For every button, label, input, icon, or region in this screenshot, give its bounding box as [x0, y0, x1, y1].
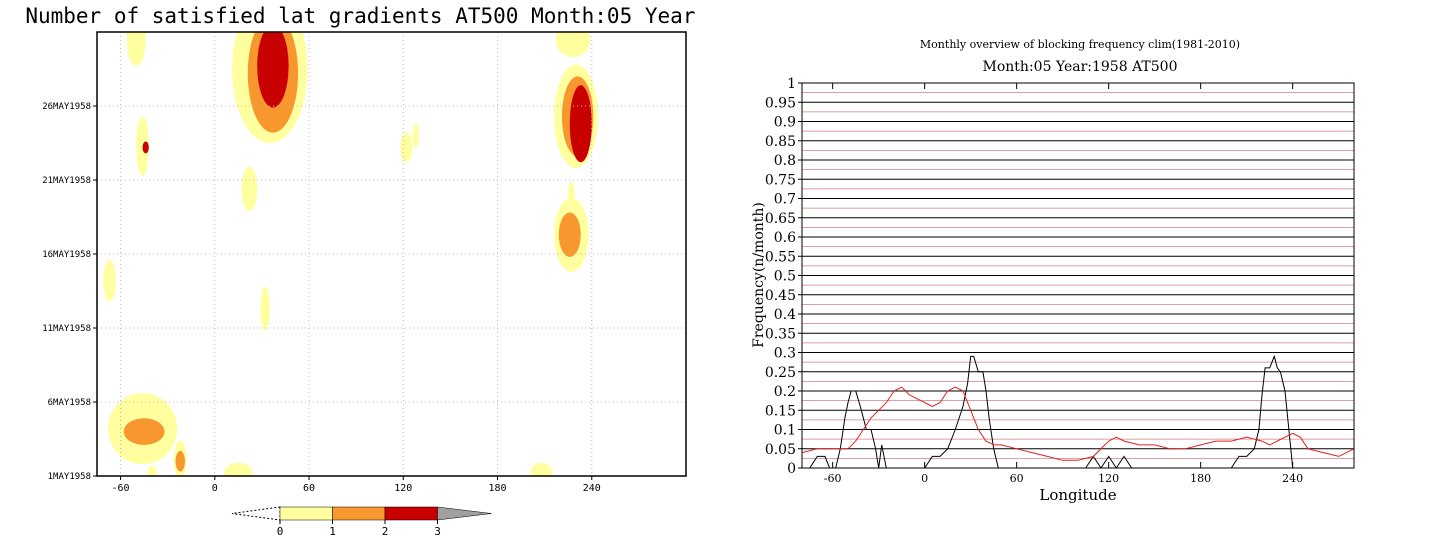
- line-chart-y-tick-label: 0.75: [765, 172, 796, 188]
- heatmap-blobs: [103, 32, 599, 476]
- heatmap-blob: [136, 116, 149, 176]
- colorbar-segment: [279, 506, 333, 521]
- line-chart-y-tick-label: 0.3: [774, 346, 796, 362]
- line-chart-y-tick-label: 0.25: [765, 365, 796, 381]
- line-chart-y-tick-label: 0.1: [774, 423, 796, 439]
- heatmap-blob: [142, 141, 149, 154]
- line-chart-y-tick-label: 0: [787, 461, 796, 477]
- line-chart-subtitle: Month:05 Year:1958 AT500: [983, 59, 1178, 75]
- heatmap-y-tick-label: 1MAY1958: [48, 472, 91, 482]
- line-chart-title: Monthly overview of blocking frequency c…: [920, 38, 1240, 51]
- line-chart-x-ticks: -60 0 60 120 180 240: [824, 462, 1303, 485]
- heatmap-blob: [175, 450, 185, 472]
- line-chart-y-tick-label: 0.8: [774, 153, 796, 169]
- line-chart-y-tick-label: 0.9: [774, 115, 796, 131]
- left-heatmap-panel: Number of satisfied lat gradients AT500 …: [0, 0, 758, 551]
- line-chart-x-tick-label: 120: [1098, 472, 1119, 485]
- heatmap-blob: [123, 418, 165, 445]
- colorbar-segment: [384, 506, 438, 521]
- colorbar-label: 3: [434, 525, 441, 538]
- heatmap-blob: [569, 85, 592, 163]
- colorbar-under-arrow: [231, 506, 281, 521]
- line-chart-x-tick-label: -60: [824, 472, 842, 485]
- heatmap-y-tick-label: 26MAY1958: [42, 102, 91, 112]
- line-chart-y-tick-label: 0.5: [774, 269, 796, 285]
- colorbar-label: 2: [382, 525, 389, 538]
- heatmap-y-tick-label: 6MAY1958: [48, 398, 91, 408]
- line-chart-y-tick-label: 0.45: [765, 288, 796, 304]
- line-chart-y-tick-label: 0.05: [765, 442, 796, 458]
- heatmap-y-tick-label: 16MAY1958: [42, 250, 91, 260]
- line-chart-x-tick-label: 0: [921, 472, 928, 485]
- heatmap-x-ticks: -60 0 60 120 180 240: [112, 476, 601, 494]
- colorbar-label: 0: [277, 525, 284, 538]
- line-chart-x-tick-label: 240: [1282, 472, 1303, 485]
- heatmap-blob: [103, 259, 116, 302]
- heatmap-blob: [126, 32, 146, 67]
- heatmap-grid: [97, 32, 686, 477]
- line-chart-y-tick-label: 0.7: [774, 192, 796, 208]
- heatmap-blob: [555, 32, 591, 58]
- line-chart-y-tick-label: 0.6: [774, 230, 796, 246]
- line-chart-y-tick-label: 0.95: [765, 95, 796, 111]
- heatmap-blob: [257, 32, 289, 108]
- line-chart-y-tick-label: 0.4: [774, 307, 796, 323]
- line-chart-series: [801, 354, 1355, 469]
- line-chart-y-tick-label: 0.35: [765, 326, 796, 342]
- line-chart-y-tick-label: 1: [787, 76, 796, 92]
- line-chart-y-tick-label: 0.55: [765, 249, 796, 265]
- heatmap-x-tick-label: 0: [212, 483, 218, 494]
- heatmap-y-ticks: 1MAY1958 6MAY1958 11MAY1958 16MAY1958 21MAY1…: [42, 102, 97, 482]
- line-chart-y-tick-label: 0.2: [774, 384, 796, 400]
- heatmap-blob: [530, 462, 553, 476]
- line-chart-y-tick-label: 0.85: [765, 134, 796, 150]
- heatmap-blob: [224, 462, 253, 476]
- heatmap-y-tick-label: 11MAY1958: [42, 324, 91, 334]
- line-chart-ylabel: Frequency(n/month): [751, 202, 767, 348]
- colorbar-legend: 0 1 2 3: [231, 506, 492, 538]
- line-chart-xlabel: Longitude: [1039, 486, 1116, 504]
- heatmap-blob: [147, 465, 157, 476]
- line-chart-y-tick-label: 0.65: [765, 211, 796, 227]
- line-series-path: [801, 386, 1355, 461]
- line-chart-y-ticks: 0 0.05 0.1 0.15 0.2 0.25 0.3 0.35 0.4 0.45 0.5 0.55…: [765, 76, 802, 477]
- colorbar-label: 1: [329, 525, 336, 538]
- line-series-path: [802, 354, 1354, 469]
- heatmap-blob: [558, 212, 581, 257]
- heatmap-blob: [241, 166, 258, 212]
- heatmap-x-tick-label: 120: [394, 483, 412, 494]
- line-chart-grid: [802, 82, 1354, 459]
- heatmap-x-tick-label: 240: [583, 483, 601, 494]
- line-chart: Monthly overview of blocking frequency c…: [751, 38, 1355, 504]
- colorbar-segment: [332, 506, 386, 521]
- line-chart-x-tick-label: 180: [1190, 472, 1211, 485]
- colorbar-over-arrow: [437, 506, 492, 521]
- heatmap-x-tick-label: 180: [488, 483, 506, 494]
- heatmap-blob: [260, 286, 270, 331]
- heatmap-y-tick-label: 21MAY1958: [42, 176, 91, 186]
- right-line-panel: Monthly overview of blocking frequency c…: [740, 0, 1433, 551]
- line-chart-y-tick-label: 0.15: [765, 403, 796, 419]
- heatmap-x-tick-label: 60: [303, 483, 315, 494]
- heatmap-chart: Number of satisfied lat gradients AT500 …: [25, 4, 758, 538]
- heatmap-blob: [412, 123, 419, 148]
- heatmap-blob: [400, 132, 413, 163]
- heatmap-x-tick-label: -60: [112, 483, 130, 494]
- heatmap-title: Number of satisfied lat gradients AT500 …: [25, 4, 700, 28]
- line-chart-x-tick-label: 60: [1010, 472, 1024, 485]
